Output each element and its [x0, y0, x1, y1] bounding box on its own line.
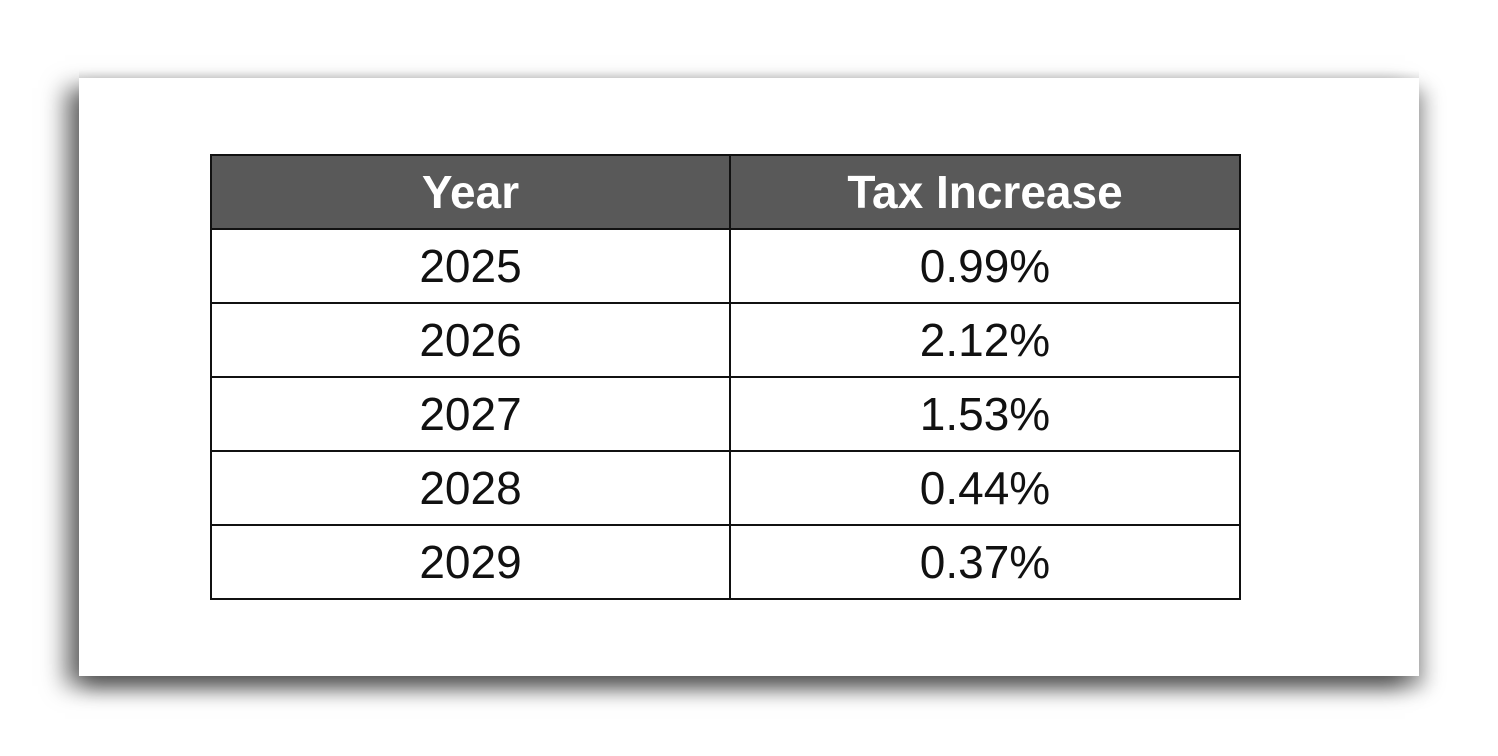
year-cell: 2028 [210, 450, 731, 526]
tax-increase-cell: 0.99% [729, 228, 1241, 304]
table-row: 2027 1.53% [210, 376, 1241, 452]
column-header-tax-increase: Tax Increase [729, 154, 1241, 230]
table-header-row: Year Tax Increase [210, 154, 1241, 230]
tax-increase-cell: 0.44% [729, 450, 1241, 526]
year-cell: 2025 [210, 228, 731, 304]
table-row: 2029 0.37% [210, 524, 1241, 600]
tax-increase-cell: 1.53% [729, 376, 1241, 452]
tax-increase-cell: 0.37% [729, 524, 1241, 600]
tax-increase-table: Year Tax Increase 2025 0.99% 2026 2.12% … [210, 154, 1241, 600]
table-row: 2025 0.99% [210, 228, 1241, 304]
year-cell: 2026 [210, 302, 731, 378]
column-header-year: Year [210, 154, 731, 230]
tax-increase-cell: 2.12% [729, 302, 1241, 378]
table-row: 2028 0.44% [210, 450, 1241, 526]
table-card: Year Tax Increase 2025 0.99% 2026 2.12% … [79, 78, 1419, 676]
year-cell: 2027 [210, 376, 731, 452]
table-row: 2026 2.12% [210, 302, 1241, 378]
year-cell: 2029 [210, 524, 731, 600]
